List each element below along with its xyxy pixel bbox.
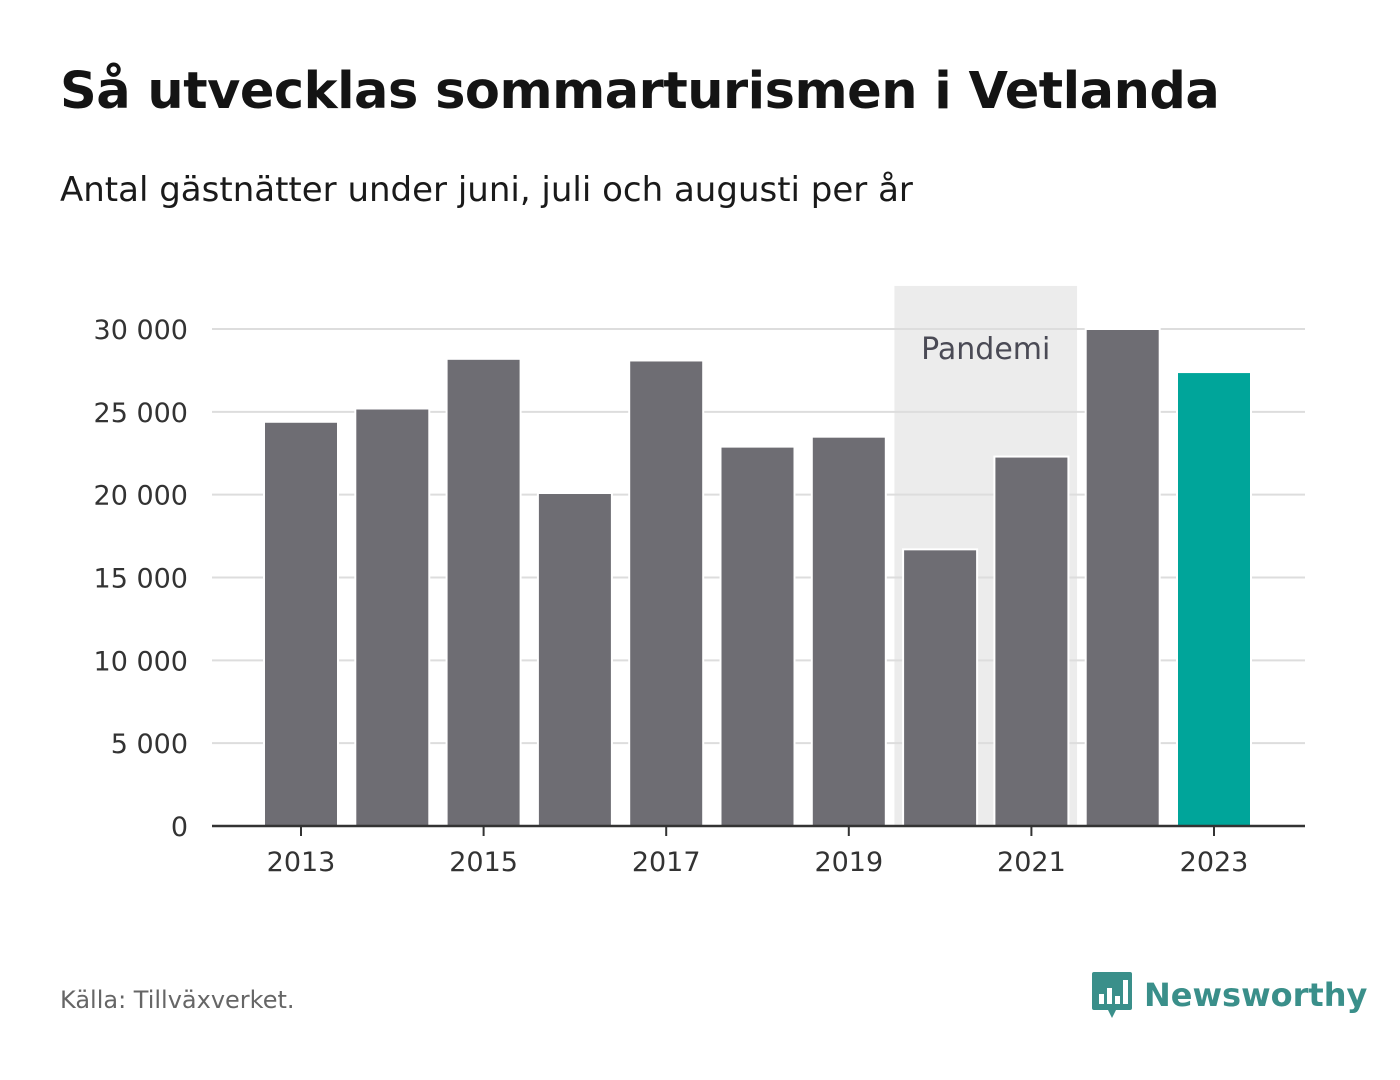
newsworthy-logo-icon [1092, 972, 1132, 1018]
bar-2023 [1176, 371, 1252, 827]
bar-2021 [993, 455, 1070, 827]
bar-2014 [354, 407, 431, 827]
x-tick-label: 2015 [449, 847, 518, 878]
y-tick-label: 10 000 [94, 646, 188, 677]
bar-2017 [628, 359, 705, 827]
chart-title: Så utvecklas sommarturismen i Vetlanda [60, 62, 1220, 121]
brand-name: Newsworthy [1144, 976, 1368, 1014]
bar-2016 [536, 492, 613, 827]
bar-2015 [445, 357, 522, 827]
bar-chart: Pandemi 0 5 000 10 000 15 000 20 000 25 000 30 … [94, 285, 1305, 878]
y-tick-label: 20 000 [94, 481, 188, 512]
bar-2018 [719, 445, 796, 827]
pandemic-label: Pandemi [921, 332, 1050, 367]
brand-logo: Newsworthy [1090, 970, 1367, 1020]
bar-2019 [810, 435, 887, 827]
bar-2013 [263, 420, 339, 827]
bar-2020 [902, 548, 979, 827]
x-tick-label: 2017 [632, 847, 701, 878]
chart-subtitle: Antal gästnätter under juni, juli och au… [60, 170, 913, 210]
x-tick-label: 2021 [997, 847, 1066, 878]
bar-2022 [1084, 328, 1161, 827]
x-tick-label: 2013 [267, 847, 336, 878]
y-tick-label: 30 000 [94, 315, 188, 346]
y-tick-label: 15 000 [94, 564, 188, 595]
y-tick-label: 5 000 [111, 729, 188, 760]
x-tick-label: 2019 [814, 847, 883, 878]
source-note: Källa: Tillväxverket. [60, 986, 295, 1014]
y-tick-label: 0 [171, 812, 188, 843]
x-tick-label: 2023 [1180, 847, 1249, 878]
y-tick-label: 25 000 [94, 398, 188, 429]
